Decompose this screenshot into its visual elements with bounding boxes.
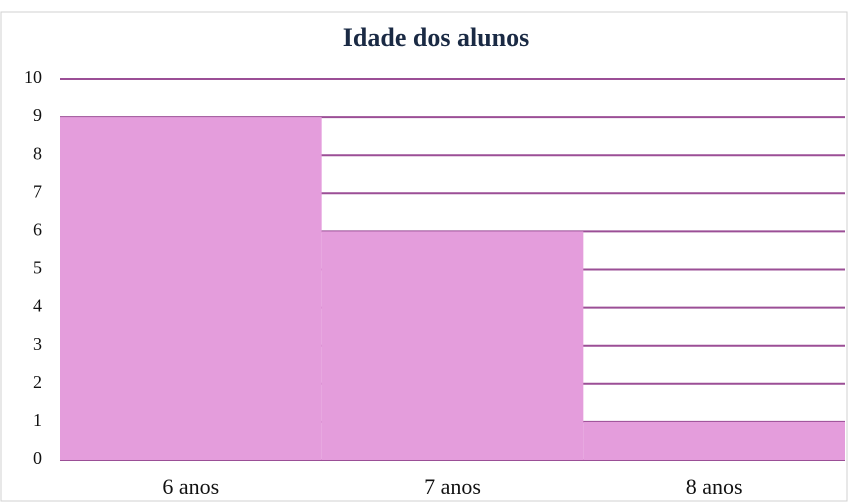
bar — [583, 421, 845, 460]
x-tick-label: 7 anos — [424, 474, 481, 499]
y-tick-label: 0 — [33, 448, 42, 468]
y-tick-label: 6 — [33, 220, 42, 240]
y-tick-label: 5 — [33, 258, 42, 278]
y-tick-label: 1 — [33, 410, 42, 430]
y-tick-label: 7 — [33, 181, 42, 201]
y-tick-label: 2 — [33, 372, 42, 392]
y-tick-label: 4 — [33, 296, 42, 316]
y-tick-label: 3 — [33, 334, 42, 354]
chart-title: Idade dos alunos — [343, 23, 529, 52]
bar — [60, 117, 322, 460]
y-tick-label: 10 — [24, 67, 42, 87]
y-tick-label: 8 — [33, 143, 42, 163]
x-tick-label: 8 anos — [686, 474, 743, 499]
y-tick-label: 9 — [33, 105, 42, 125]
x-tick-label: 6 anos — [162, 474, 219, 499]
bar — [321, 231, 584, 460]
